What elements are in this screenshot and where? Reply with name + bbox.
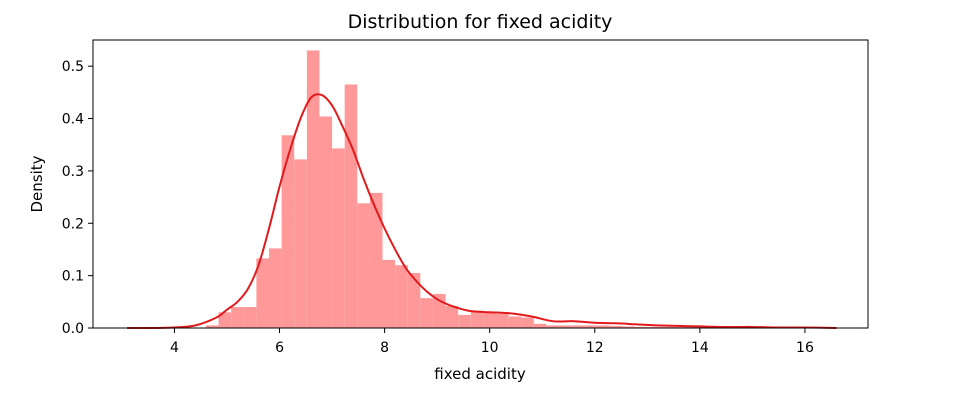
x-tick-label: 10 [481, 340, 499, 356]
plot-frame [92, 39, 869, 329]
histogram-bar [332, 148, 345, 328]
histogram-bar [256, 258, 270, 328]
histogram-bar [269, 248, 282, 328]
histogram-bar [294, 159, 307, 328]
histogram-bar [407, 273, 421, 328]
histogram-bar [622, 326, 635, 328]
y-tick-label: 0.0 [62, 321, 84, 337]
histogram-bar [420, 298, 433, 328]
histogram-bar [533, 323, 547, 328]
histogram-bar [458, 314, 471, 328]
histogram-bar [369, 192, 383, 328]
histogram-bar [357, 203, 370, 328]
y-tick-label: 0.2 [62, 216, 84, 232]
histogram-bars [205, 50, 837, 328]
histogram-bar [432, 293, 446, 328]
histogram-bar [243, 307, 257, 328]
x-axis-label: fixed acidity [434, 365, 526, 383]
histogram-bar [344, 84, 358, 328]
histogram-bar [395, 265, 408, 328]
histogram-bar [647, 326, 660, 328]
histogram-bar [634, 326, 648, 328]
histogram-bar [508, 316, 522, 328]
y-axis-label: Density [28, 155, 46, 212]
histogram-bar [559, 325, 572, 328]
histogram-bar [521, 317, 534, 328]
histogram-bar [571, 325, 585, 328]
y-tick-label: 0.1 [62, 269, 84, 285]
histogram-bar [231, 307, 244, 328]
histogram-bar [306, 50, 320, 328]
histogram-bar [596, 325, 610, 328]
histogram-bar [205, 325, 219, 328]
histogram-bar [218, 312, 232, 328]
histogram-bar [659, 326, 673, 328]
histogram-bar [445, 306, 459, 328]
x-tick-label: 12 [586, 340, 604, 356]
histogram-bar [609, 325, 623, 328]
x-axis-ticks: 4 6 8 10 12 14 16 [170, 328, 814, 356]
y-tick-label: 0.5 [62, 59, 84, 75]
kde-line [127, 93, 837, 330]
x-tick-label: 14 [691, 340, 709, 356]
histogram-bar [319, 116, 333, 328]
histogram-bar [672, 326, 686, 328]
histogram-bar [496, 313, 509, 328]
chart-title: Distribution for fixed acidity [348, 11, 613, 33]
histogram-bar [382, 259, 396, 328]
y-tick-label: 0.3 [62, 164, 84, 180]
histogram-bar [584, 325, 597, 328]
x-tick-label: 16 [796, 340, 814, 356]
histogram-bar [685, 326, 698, 328]
histogram-bar [483, 312, 496, 328]
y-axis-ticks: 0.0 0.1 0.2 0.3 0.4 0.5 [62, 59, 93, 337]
x-tick-label: 8 [380, 340, 389, 356]
y-tick-label: 0.4 [62, 112, 84, 128]
x-tick-label: 6 [275, 340, 284, 356]
histogram-bar [470, 310, 484, 328]
histogram-bar [281, 135, 295, 328]
x-tick-label: 4 [170, 340, 179, 356]
histogram-bar [546, 325, 560, 328]
